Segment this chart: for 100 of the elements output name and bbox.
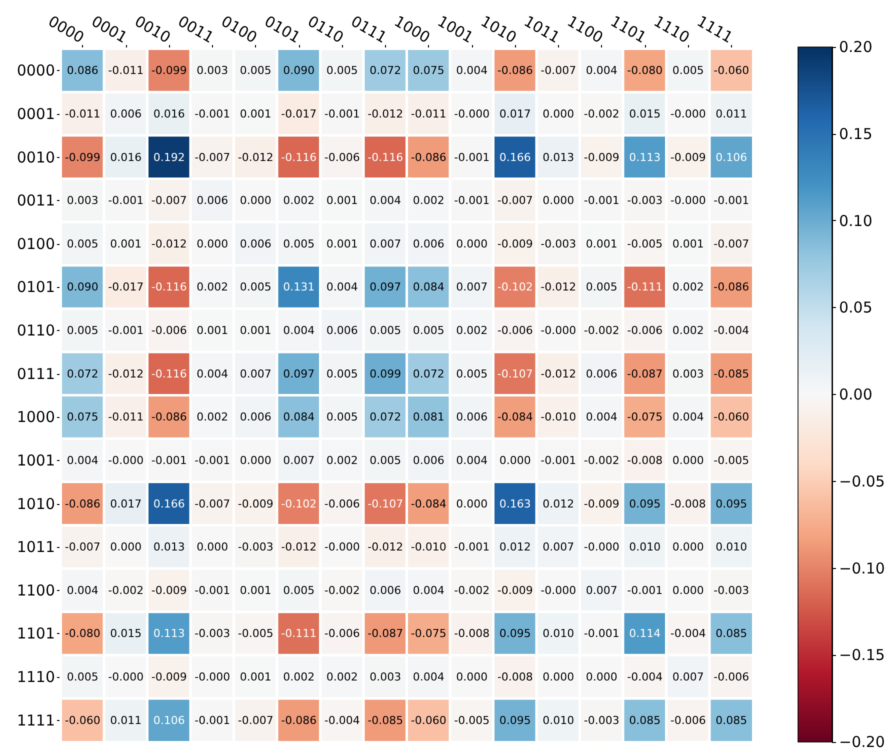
x-tick-label: 0010: [132, 12, 174, 47]
data-label: 0.005: [283, 584, 315, 597]
data-label: 0.000: [196, 540, 228, 554]
data-label: 0.085: [629, 714, 661, 727]
data-label: -0.086: [64, 497, 100, 510]
data-label: -0.080: [627, 64, 663, 78]
data-label: 0.006: [240, 237, 272, 250]
data-label: -0.000: [108, 670, 144, 684]
data-label: -0.002: [454, 584, 490, 597]
data-label: 0.003: [66, 194, 98, 208]
data-label: -0.005: [454, 714, 490, 727]
data-label: -0.005: [238, 627, 274, 640]
data-label: -0.001: [540, 454, 576, 467]
data-label: -0.007: [194, 497, 230, 510]
data-label: 0.081: [412, 410, 444, 424]
data-label: 0.004: [412, 584, 444, 597]
data-label: 0.000: [240, 454, 272, 467]
y-tick-label: 1010: [16, 494, 55, 513]
data-label: 0.004: [412, 670, 444, 684]
data-label: 0.005: [326, 367, 358, 380]
data-label: 0.002: [456, 324, 488, 338]
data-label: -0.011: [410, 107, 446, 120]
data-label: 0.007: [542, 540, 574, 554]
data-label: 0.000: [586, 670, 618, 684]
data-label: 0.017: [499, 107, 531, 120]
data-label: -0.009: [584, 150, 620, 164]
data-label: 0.075: [412, 64, 444, 78]
data-label: -0.002: [584, 324, 620, 338]
data-label: 0.001: [240, 584, 272, 597]
data-label: -0.075: [627, 410, 663, 424]
data-label: 0.000: [240, 194, 272, 208]
data-label: -0.006: [670, 714, 706, 727]
data-label: 0.192: [153, 150, 185, 164]
data-label: 0.003: [370, 670, 402, 684]
data-label: 0.002: [672, 280, 704, 294]
data-label: -0.001: [714, 194, 750, 208]
data-label: 0.114: [629, 627, 661, 640]
data-label: -0.001: [194, 454, 230, 467]
data-label: -0.001: [454, 194, 490, 208]
data-label: -0.001: [108, 194, 144, 208]
data-label: 0.090: [283, 64, 315, 78]
data-label: 0.004: [196, 367, 228, 380]
data-label: -0.004: [714, 324, 750, 338]
data-label: 0.113: [629, 150, 661, 164]
data-label: 0.015: [110, 627, 142, 640]
data-label: -0.006: [151, 324, 187, 338]
data-label: -0.007: [151, 194, 187, 208]
data-label: 0.005: [66, 670, 98, 684]
data-label: 0.006: [412, 454, 444, 467]
data-label: -0.008: [497, 670, 533, 684]
data-label: -0.012: [151, 237, 187, 250]
data-label: -0.012: [281, 540, 317, 554]
data-label: -0.003: [540, 237, 576, 250]
data-label: -0.099: [151, 64, 187, 78]
data-label: 0.097: [283, 367, 315, 380]
data-label: 0.002: [326, 670, 358, 684]
data-label: 0.072: [66, 367, 98, 380]
data-label: -0.004: [324, 714, 360, 727]
data-label: 0.016: [153, 107, 185, 120]
data-label: 0.000: [456, 237, 488, 250]
data-label: -0.102: [497, 280, 533, 294]
data-label: -0.002: [324, 584, 360, 597]
y-tick-label: 1110: [16, 668, 55, 686]
data-label: -0.001: [324, 107, 360, 120]
data-label: 0.090: [66, 280, 98, 294]
color-bar-label: 0.20: [839, 38, 872, 56]
data-label: 0.007: [672, 670, 704, 684]
data-label: 0.004: [586, 64, 618, 78]
data-label: 0.016: [110, 150, 142, 164]
data-label: -0.002: [584, 454, 620, 467]
data-label: 0.004: [283, 324, 315, 338]
data-label: -0.012: [540, 367, 576, 380]
color-bar-label: 0.10: [839, 212, 872, 230]
data-label: -0.006: [324, 150, 360, 164]
data-label: 0.012: [542, 497, 574, 510]
y-tick-label: 0010: [16, 148, 55, 166]
data-label: -0.001: [108, 324, 144, 338]
data-label: 0.004: [370, 194, 402, 208]
data-label: -0.009: [497, 584, 533, 597]
data-label: -0.002: [108, 584, 144, 597]
data-label: -0.087: [627, 367, 663, 380]
data-label: 0.000: [542, 194, 574, 208]
data-label: 0.000: [542, 670, 574, 684]
data-label: 0.004: [672, 410, 704, 424]
data-label: 0.004: [326, 280, 358, 294]
data-label: -0.006: [714, 670, 750, 684]
data-label: 0.006: [326, 324, 358, 338]
data-label: -0.001: [151, 454, 187, 467]
data-label: 0.095: [716, 497, 748, 510]
data-label: 0.013: [153, 540, 185, 554]
data-label: -0.116: [151, 280, 187, 294]
data-label: -0.116: [151, 367, 187, 380]
x-tick-label: 0110: [304, 12, 347, 47]
data-label: 0.002: [672, 324, 704, 338]
data-label: 0.010: [716, 540, 748, 554]
data-label: -0.060: [64, 714, 100, 727]
data-label: 0.000: [672, 584, 704, 597]
data-label: 0.166: [153, 497, 185, 510]
data-label: 0.005: [412, 324, 444, 338]
data-label: 0.007: [370, 237, 402, 250]
